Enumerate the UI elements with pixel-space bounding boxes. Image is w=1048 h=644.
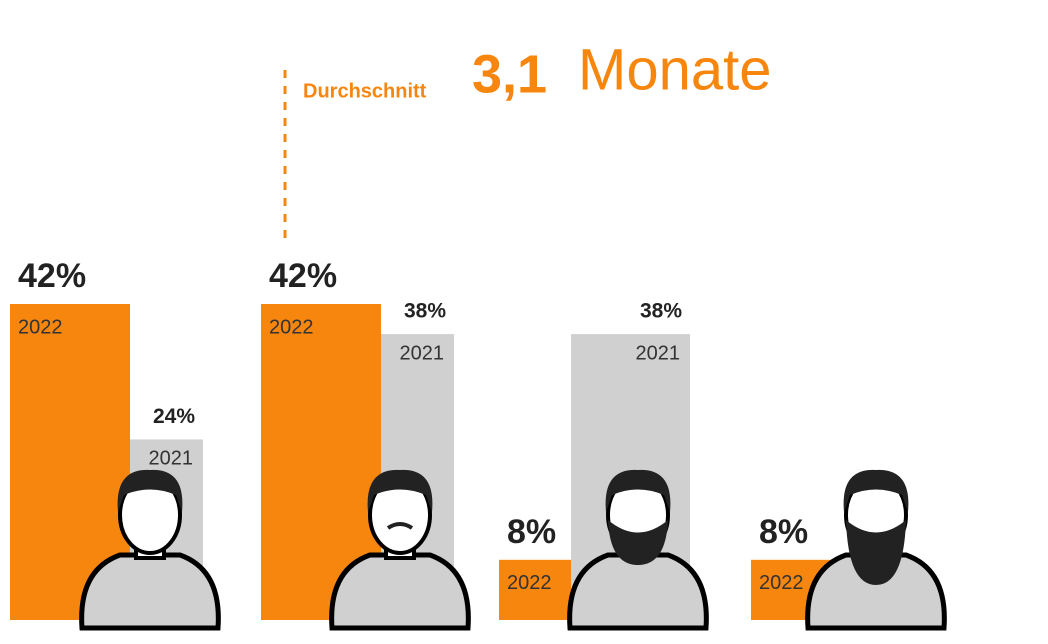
heading-value: 3,1 — [472, 44, 547, 104]
value-label: 8% — [507, 513, 556, 551]
person-moustache — [386, 522, 414, 530]
people — [79, 469, 947, 631]
value-label: 42% — [18, 257, 86, 295]
series-label: 2022 — [18, 316, 63, 338]
person-body — [79, 552, 221, 631]
series-label: 2021 — [400, 342, 445, 364]
value-label: 38% — [640, 300, 682, 323]
person-hair — [843, 469, 909, 512]
heading-label: Durchschnitt — [303, 80, 427, 102]
bar — [499, 559, 571, 620]
series-label: 2021 — [636, 342, 681, 364]
person-hair — [367, 469, 433, 512]
series-label: 2022 — [759, 572, 804, 594]
person-body — [805, 552, 947, 631]
series-label: 2021 — [149, 448, 194, 470]
value-label: 24% — [153, 405, 195, 428]
person-beard — [608, 520, 668, 565]
person-hair — [117, 469, 183, 512]
person-beard — [846, 520, 906, 585]
person-body — [329, 552, 471, 631]
person-hair — [605, 469, 671, 512]
series-label: 2022 — [269, 316, 314, 338]
value-label: 38% — [404, 300, 446, 323]
value-label: 8% — [759, 513, 808, 551]
person-body — [567, 552, 709, 631]
series-label: 2022 — [507, 572, 552, 594]
heading-unit: Monate — [578, 37, 771, 102]
value-label: 42% — [269, 257, 337, 295]
